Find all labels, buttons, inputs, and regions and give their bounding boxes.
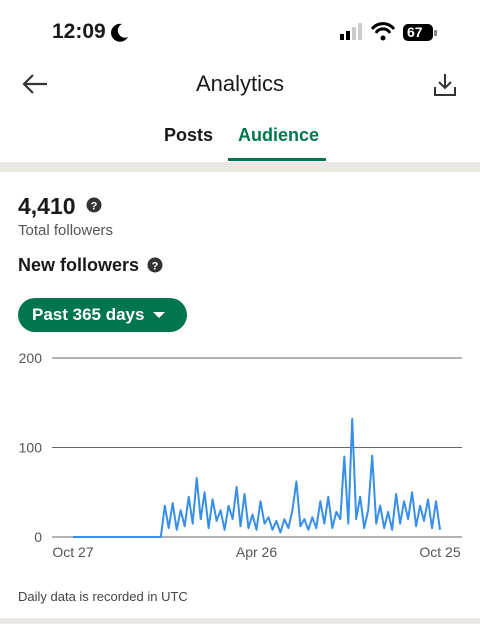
section-title: New followers [18,255,140,275]
status-icons [340,22,437,41]
separator [0,162,480,172]
y-tick-label: 200 [19,350,43,366]
range-label: Past 365 days [32,305,145,324]
x-tick-label: Apr 26 [236,544,277,560]
tab[interactable]: Posts [164,125,214,145]
range-dropdown[interactable]: Past 365 days [18,298,187,332]
tab-active[interactable]: Audience [238,125,320,145]
total-label: Total followers [18,222,114,239]
y-tick-label: 100 [19,440,43,456]
page-title: Analytics [195,71,285,96]
status-time: 12:09 [52,20,106,43]
svg-text:?: ? [152,261,159,273]
total-followers: 4,410 [18,193,76,219]
caret [153,312,166,318]
help-icon[interactable]: ? [147,257,163,273]
back-button[interactable] [20,72,50,96]
battery-level: 67 [407,24,423,40]
separator [0,618,480,624]
moon-icon [111,23,128,42]
data-line [73,417,441,538]
svg-text:?: ? [91,201,98,213]
help-icon[interactable]: ? [86,197,102,213]
footer-note: Daily data is recorded in UTC [18,589,188,604]
download-button[interactable] [432,72,458,98]
x-tick-label: Oct 25 [419,544,460,560]
chart: 0 100 200 Oct 27 Apr 26 Oct 25 [19,350,462,560]
tab-indicator [228,158,326,161]
x-tick-label: Oct 27 [52,544,93,560]
y-tick-label: 0 [34,529,42,545]
